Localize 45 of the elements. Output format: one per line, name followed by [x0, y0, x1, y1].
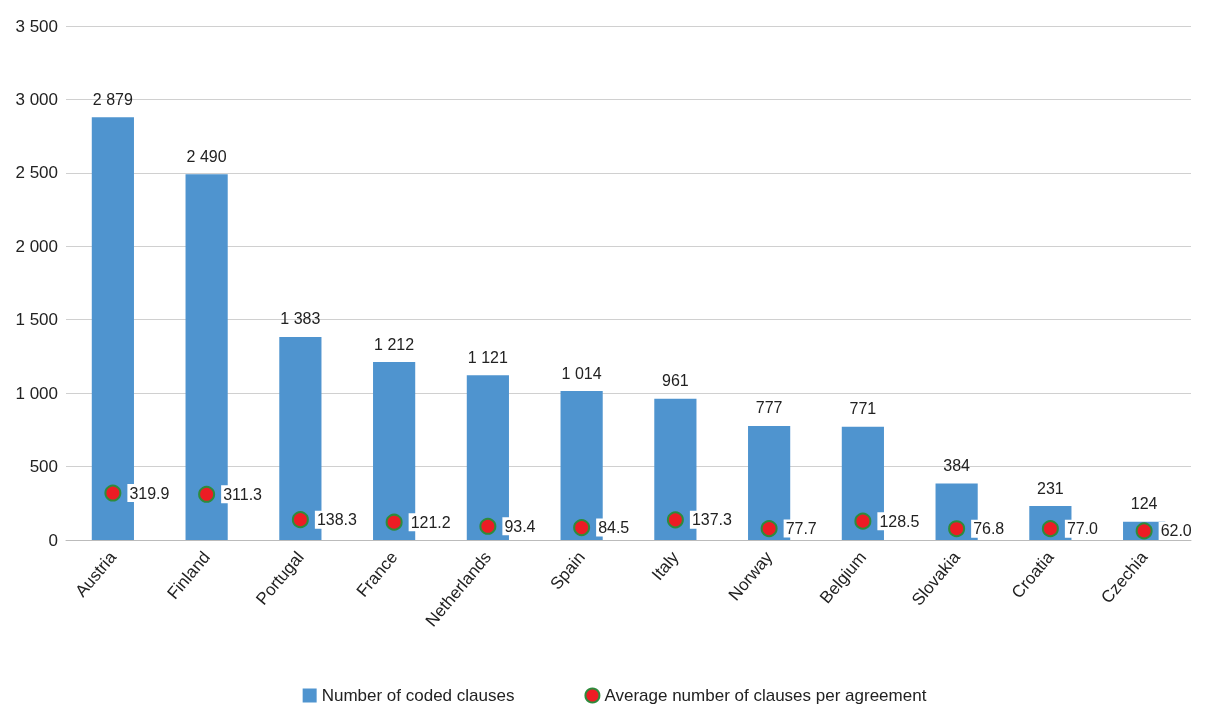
y-tick-label: 3 000: [15, 89, 58, 109]
data-label: 1 212: [374, 335, 415, 353]
data-label: 93.4: [504, 517, 536, 535]
y-tick-label: 2 000: [15, 236, 58, 256]
data-label: 384: [943, 457, 971, 475]
data-label: 128.5: [879, 512, 920, 530]
point: [104, 484, 122, 502]
data-label: 77.7: [785, 520, 817, 538]
data-label: 961: [662, 372, 689, 390]
y-tick-label: 1 000: [15, 383, 58, 403]
y-tick-label: 3 500: [15, 16, 58, 36]
data-label: 121.2: [410, 513, 451, 531]
legend-label: Average number of clauses per agreement: [604, 686, 927, 705]
data-label: 77.0: [1066, 520, 1099, 538]
point: [760, 520, 778, 538]
point: [291, 511, 309, 529]
data-label: 319.9: [129, 484, 170, 502]
data-label: 777: [755, 399, 783, 417]
data-label: 231: [1037, 479, 1064, 497]
data-label: 138.3: [316, 511, 358, 529]
data-label: 311.3: [223, 485, 263, 503]
point: [854, 512, 872, 530]
data-label: 62.0: [1160, 522, 1192, 540]
data-label: 84.5: [598, 519, 630, 537]
point: [198, 485, 216, 503]
data-label: 137.3: [691, 511, 733, 529]
data-label: 76.8: [973, 520, 1005, 538]
data-label: 1 014: [561, 364, 602, 382]
data-label: 2 879: [92, 90, 133, 108]
point: [666, 511, 684, 529]
y-tick-label: 500: [29, 457, 58, 477]
data-label: 2 490: [186, 147, 227, 165]
data-label: 1 121: [467, 348, 508, 366]
legend-label: Number of coded clauses: [321, 686, 515, 705]
point: [573, 519, 591, 537]
point: [948, 520, 966, 538]
y-tick-label: 0: [48, 530, 58, 550]
y-tick-label: 2 500: [15, 163, 58, 183]
data-label: 771: [849, 400, 877, 418]
data-label: 124: [1130, 495, 1158, 513]
y-tick-label: 1 500: [15, 310, 58, 330]
data-label: 1 383: [280, 310, 321, 328]
x-tick-label: Italy: [648, 547, 683, 584]
point: [479, 517, 497, 535]
point: [385, 513, 403, 531]
